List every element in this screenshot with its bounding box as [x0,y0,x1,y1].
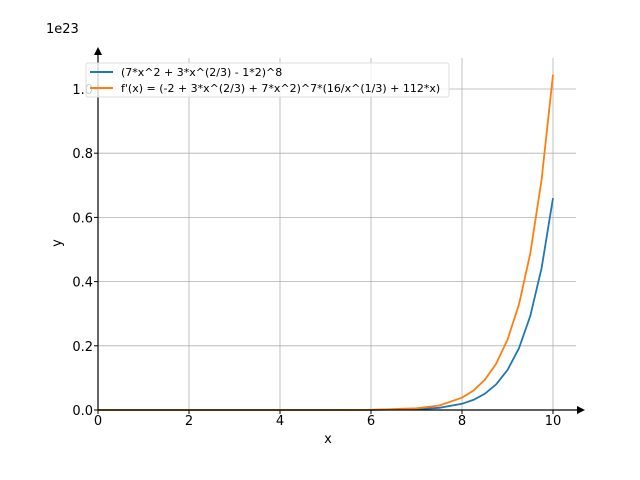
x-tick-label: 10 [545,414,562,429]
y-offset-text: 1e23 [46,22,79,37]
x-axis-label: x [324,432,332,447]
legend-label-1: f'(x) = (-2 + 3*x^(2/3) + 7*x^2)^7*(16/x… [121,82,440,95]
x-tick-label: 4 [276,414,284,429]
legend-label-0: (7*x^2 + 3*x^(2/3) - 1*2)^8 [121,66,282,79]
grid [98,58,576,410]
y-tick-label: 0.0 [72,404,93,419]
x-tick-label: 8 [458,414,466,429]
series-line-1 [98,74,554,411]
legend-box [85,62,450,98]
y-tick-label: 0.6 [72,211,93,226]
legend: (7*x^2 + 3*x^(2/3) - 1*2)^8 f'(x) = (-2 … [85,62,450,98]
ticks: 0 2 4 6 8 100.00.20.40.60.81.0 [72,83,561,429]
y-axis-label: y [50,239,65,247]
y-axis-arrow-icon [94,47,102,55]
x-axis-arrow-icon [577,406,585,414]
x-tick-label: 2 [185,414,193,429]
series-line-0 [98,197,554,411]
axes [94,47,585,414]
x-tick-label: 0 [94,414,102,429]
y-tick-label: 0.2 [72,340,93,355]
y-tick-label: 0.4 [72,276,93,291]
y-tick-label: 0.8 [72,147,93,162]
series-lines [98,74,554,411]
x-tick-label: 6 [367,414,375,429]
